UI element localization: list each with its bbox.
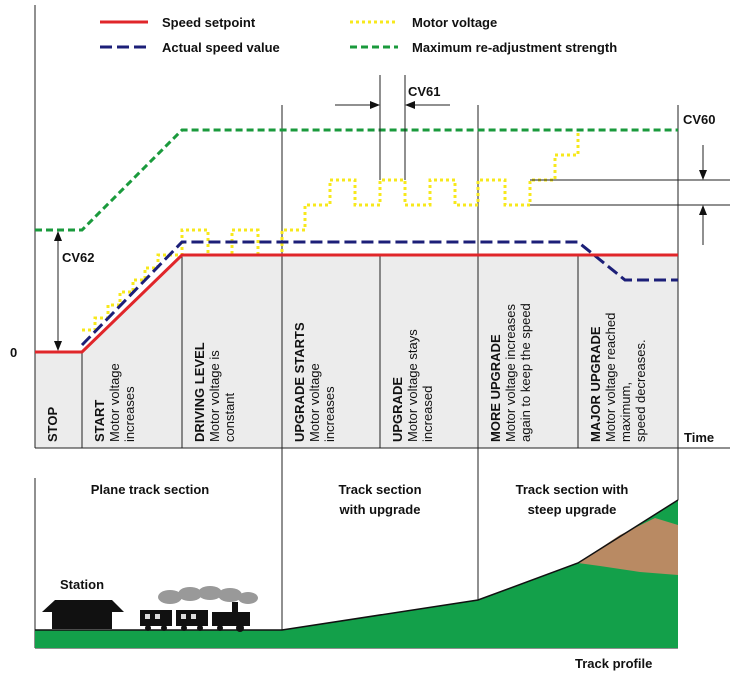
station-label: Station [60,577,104,592]
phase-description: constant [222,392,237,442]
motor-voltage-line [82,130,580,332]
speed-setpoint-line [35,253,678,354]
track-section-label: with upgrade [339,502,421,517]
phase-description: increased [420,386,435,442]
phase-background [35,255,678,448]
track-section-label: Track section with [516,482,629,497]
cv61-label: CV61 [408,84,441,99]
legend-label: Actual speed value [162,40,280,55]
track-sections: Plane track section Track section with upg… [91,482,629,517]
phase-title: MORE UPGRADE [488,334,503,442]
phase-title: MAJOR UPGRADE [588,326,603,442]
legend-label: Motor voltage [412,15,497,30]
max-readjustment-line [35,128,678,232]
mountain [578,518,678,575]
cv61-marker [335,75,450,180]
track-section-label: Plane track section [91,482,210,497]
station-building [42,600,124,629]
track-section-label: Track section [338,482,421,497]
phase-title: DRIVING LEVEL [192,342,207,442]
zero-label: 0 [10,345,17,360]
cv60-marker [530,145,730,245]
cv62-label: CV62 [62,250,95,265]
phase-description: Motor voltage increases [503,303,518,442]
phase-description: Motor voltage is [207,350,222,442]
phase-description: again to keep the speed [518,303,533,442]
time-label: Time [684,430,714,445]
cv60-label: CV60 [683,112,716,127]
phase-description: increases [122,386,137,442]
legend-label: Maximum re-adjustment strength [412,40,617,55]
train [140,586,258,632]
phase-description: Motor voltage [107,363,122,442]
phase-title: STOP [45,407,60,442]
legend: Speed setpoint Actual speed value Motor vo… [100,15,617,55]
ground [35,500,678,648]
track-section-label: steep upgrade [528,502,617,517]
phase-title: START [92,400,107,442]
phase-description: Motor voltage [307,363,322,442]
phases: STOP START Motor voltage increases DRIVING L… [45,303,648,442]
phase-description: speed decreases. [633,339,648,442]
phase-title: UPGRADE STARTS [292,322,307,442]
phase-description: increases [322,386,337,442]
track-profile-label: Track profile [575,656,652,671]
phase-description: Motor voltage stays [405,329,420,442]
phase-title: UPGRADE [390,377,405,442]
actual-speed-line [80,240,678,347]
phase-description: Motor voltage reached [603,313,618,442]
phase-description: maximum, [618,382,633,442]
legend-label: Speed setpoint [162,15,256,30]
